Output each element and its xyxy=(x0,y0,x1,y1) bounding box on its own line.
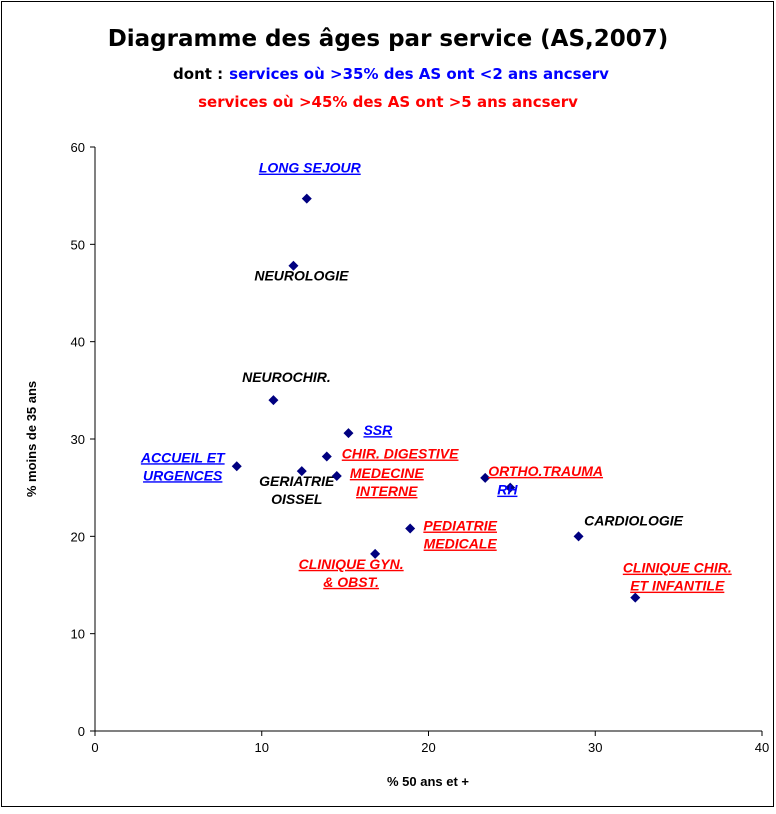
point xyxy=(331,470,342,481)
y-tick-label: 40 xyxy=(71,335,85,350)
point-label: GERIATRIE xyxy=(259,473,335,489)
x-tick-label: 0 xyxy=(91,740,98,755)
point-label: ACCUEIL ET xyxy=(140,449,226,465)
point-label: ET INFANTILE xyxy=(630,578,725,594)
point-label: LONG SEJOUR xyxy=(259,160,362,176)
point xyxy=(231,461,242,472)
point xyxy=(301,193,312,204)
point-label: CLINIQUE GYN. xyxy=(299,556,404,572)
point-label: NEUROCHIR. xyxy=(242,369,331,385)
subtitle: dont : services où >35% des AS ont <2 ans… xyxy=(173,65,609,83)
x-tick-label: 30 xyxy=(588,740,602,755)
subtitle-prefix: dont : xyxy=(173,65,223,83)
y-tick-label: 50 xyxy=(71,237,85,252)
point xyxy=(321,451,332,462)
point xyxy=(480,472,491,483)
y-tick-label: 20 xyxy=(71,529,85,544)
point xyxy=(573,531,584,542)
x-tick-label: 20 xyxy=(421,740,435,755)
x-axis-label: % 50 ans et + xyxy=(387,774,469,789)
point xyxy=(505,482,516,493)
point xyxy=(630,592,641,603)
point xyxy=(343,428,354,439)
x-tick-label: 10 xyxy=(255,740,269,755)
point-label: INTERNE xyxy=(356,483,418,499)
y-tick-label: 10 xyxy=(71,627,85,642)
y-axis-label: % moins de 35 ans xyxy=(24,381,39,497)
point-label: CLINIQUE CHIR. xyxy=(623,560,732,576)
point xyxy=(268,395,279,406)
point xyxy=(296,466,307,477)
x-tick-label: 40 xyxy=(755,740,769,755)
point-label: SSR xyxy=(363,422,393,438)
point xyxy=(288,260,299,271)
point-label: RH xyxy=(497,482,518,498)
point xyxy=(370,548,381,559)
point-label: ORTHO.TRAUMA xyxy=(488,463,603,479)
subtitle-line: services où >45% des AS ont >5 ans ancse… xyxy=(198,93,578,111)
point xyxy=(405,523,416,534)
point-label: PEDIATRIE xyxy=(423,518,497,534)
point-label: CARDIOLOGIE xyxy=(584,512,683,528)
subtitle-line: services où >35% des AS ont <2 ans ancse… xyxy=(229,65,609,83)
point-label: MEDECINE xyxy=(350,465,425,481)
point-label: URGENCES xyxy=(143,467,223,483)
point-label: OISSEL xyxy=(271,491,322,507)
y-tick-label: 0 xyxy=(78,724,85,739)
y-tick-label: 30 xyxy=(71,432,85,447)
point-label: NEUROLOGIE xyxy=(254,268,349,284)
point-label: MEDICALE xyxy=(424,536,498,552)
point-label: CHIR. DIGESTIVE xyxy=(342,446,459,462)
point-label: & OBST. xyxy=(323,574,379,590)
y-tick-label: 60 xyxy=(71,140,85,155)
chart-title: Diagramme des âges par service (AS,2007) xyxy=(108,26,669,52)
